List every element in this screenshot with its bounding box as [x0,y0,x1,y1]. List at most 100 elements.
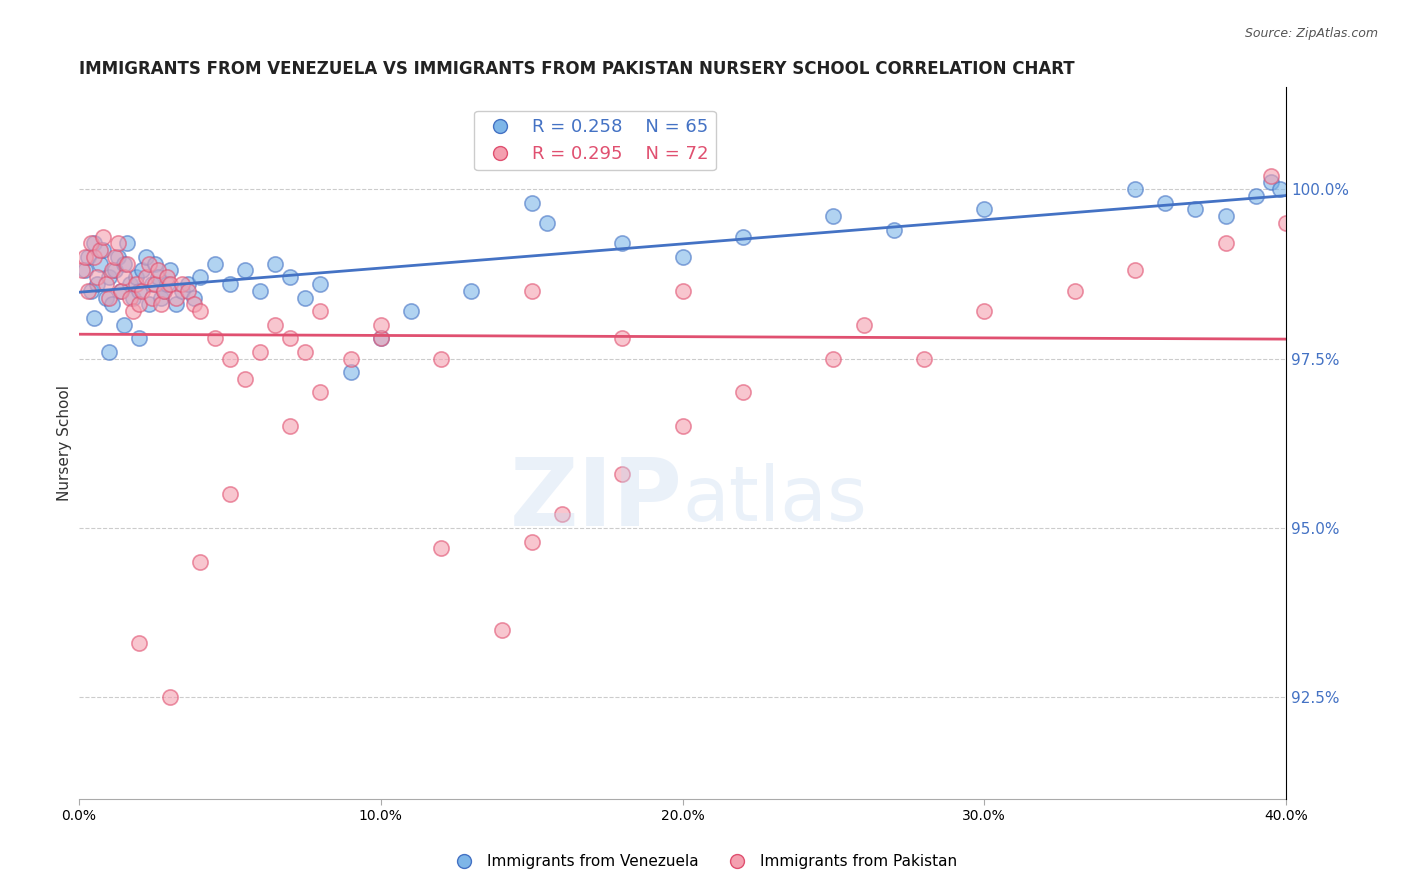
Point [80,284,103,298]
Point [159,263,181,277]
Point [612,467,634,481]
Legend: R = 0.258    N = 65, R = 0.295    N = 72: R = 0.258 N = 65, R = 0.295 N = 72 [474,111,716,170]
Point [83,310,105,325]
Point [91,243,114,257]
Point [460,284,482,298]
Point [120,277,142,291]
Text: ZIP: ZIP [509,454,682,546]
Point [149,297,172,311]
Point [177,277,200,291]
Point [249,344,271,359]
Point [233,263,256,277]
Point [122,304,145,318]
Point [520,284,543,298]
Point [165,297,187,311]
Point [183,291,205,305]
Point [278,331,301,345]
Point [104,250,127,264]
Point [177,284,200,298]
Point [131,263,153,277]
Point [204,331,226,345]
Text: Source: ZipAtlas.com: Source: ZipAtlas.com [1244,27,1378,40]
Point [520,534,543,549]
Point [309,385,332,400]
Point [80,236,103,251]
Point [1275,216,1298,230]
Point [1268,182,1291,196]
Point [612,331,634,345]
Point [75,263,97,277]
Point [112,318,135,332]
Point [823,209,845,223]
Point [149,291,172,305]
Point [91,229,114,244]
Point [83,236,105,251]
Point [264,257,287,271]
Point [1184,202,1206,217]
Point [1154,195,1177,210]
Point [138,257,160,271]
Point [159,690,181,705]
Point [89,257,111,271]
Point [117,257,139,271]
Point [138,297,160,311]
Point [128,331,150,345]
Point [339,351,361,366]
Point [1215,236,1237,251]
Point [491,623,513,637]
Legend: Immigrants from Venezuela, Immigrants from Pakistan: Immigrants from Venezuela, Immigrants fr… [443,848,963,875]
Point [170,277,193,291]
Point [96,277,118,291]
Y-axis label: Nursery School: Nursery School [58,385,72,501]
Point [131,284,153,298]
Point [671,419,693,434]
Point [671,284,693,298]
Point [77,250,100,264]
Point [219,277,242,291]
Point [112,257,135,271]
Point [1215,209,1237,223]
Point [86,277,108,291]
Point [141,291,163,305]
Point [98,270,121,285]
Point [731,229,754,244]
Point [188,555,211,569]
Point [612,236,634,251]
Point [204,257,226,271]
Point [370,331,392,345]
Point [264,318,287,332]
Point [399,304,422,318]
Point [430,351,453,366]
Point [520,195,543,210]
Point [183,297,205,311]
Point [278,419,301,434]
Point [112,270,135,285]
Point [86,270,108,285]
Point [1244,189,1267,203]
Point [89,243,111,257]
Point [1123,182,1146,196]
Point [731,385,754,400]
Point [170,284,193,298]
Point [120,291,142,305]
Point [134,270,156,285]
Point [188,304,211,318]
Point [77,284,100,298]
Point [70,263,93,277]
Point [430,541,453,556]
Point [294,344,316,359]
Point [536,216,558,230]
Point [98,344,121,359]
Point [883,223,905,237]
Point [370,318,392,332]
Point [104,263,127,277]
Point [107,236,129,251]
Point [309,304,332,318]
Point [823,351,845,366]
Point [249,284,271,298]
Text: IMMIGRANTS FROM VENEZUELA VS IMMIGRANTS FROM PAKISTAN NURSERY SCHOOL CORRELATION: IMMIGRANTS FROM VENEZUELA VS IMMIGRANTS … [79,60,1074,78]
Point [143,277,166,291]
Point [370,331,392,345]
Point [219,351,242,366]
Point [159,277,181,291]
